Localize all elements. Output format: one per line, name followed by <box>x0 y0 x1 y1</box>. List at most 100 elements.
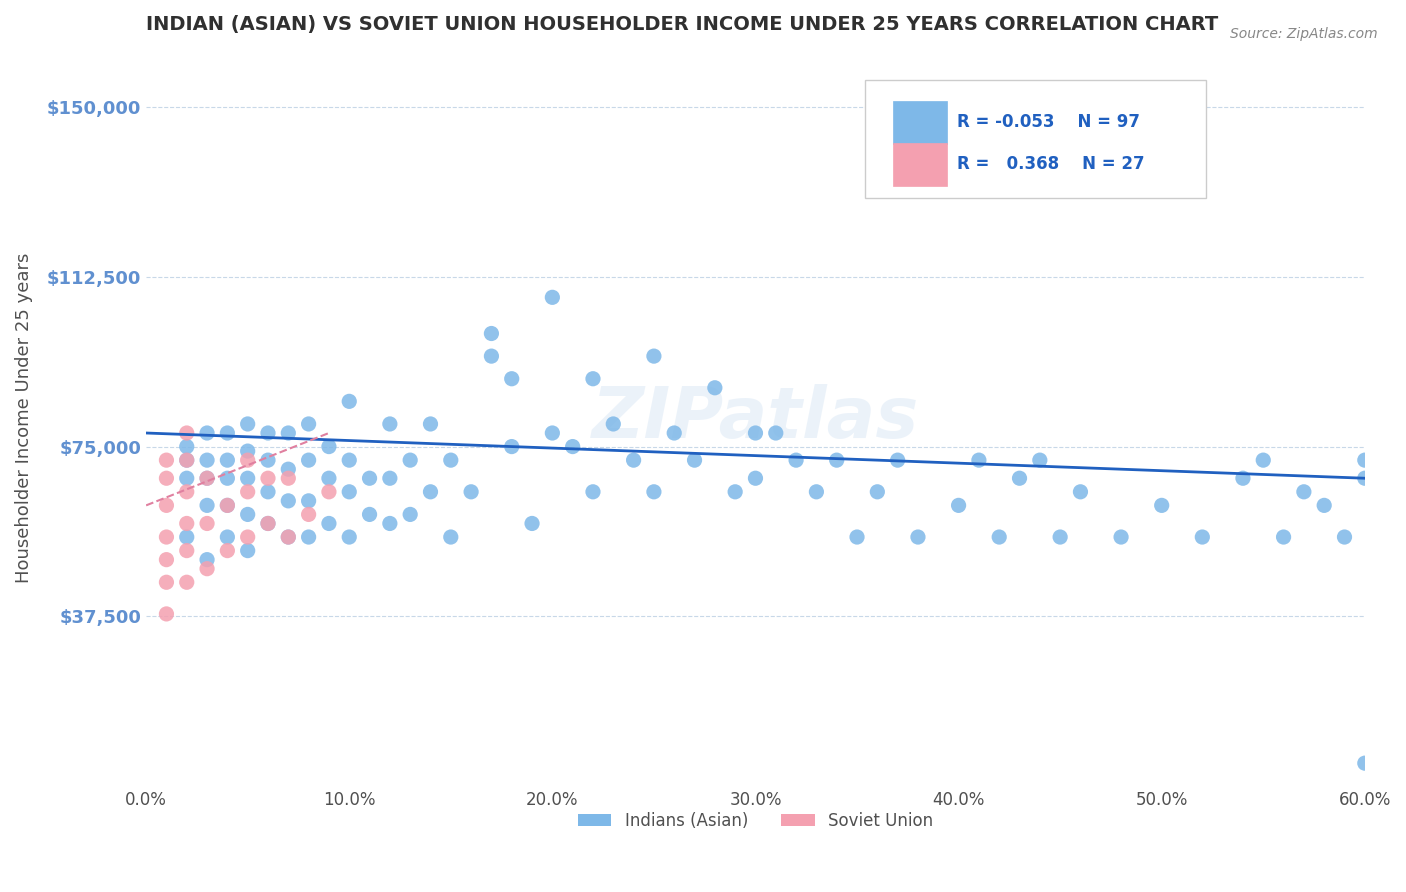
Point <box>236 444 259 458</box>
Point <box>1109 530 1132 544</box>
Point <box>195 562 218 576</box>
Point <box>236 508 259 522</box>
Point <box>277 471 299 485</box>
Point <box>297 453 319 467</box>
Text: Source: ZipAtlas.com: Source: ZipAtlas.com <box>1230 27 1378 41</box>
Point <box>440 530 463 544</box>
Point <box>501 372 523 386</box>
Point <box>582 484 605 499</box>
Point <box>176 453 198 467</box>
Point <box>277 493 299 508</box>
FancyBboxPatch shape <box>865 80 1206 198</box>
Point <box>1251 453 1274 467</box>
Point <box>1029 453 1052 467</box>
Point <box>297 530 319 544</box>
Point <box>806 484 828 499</box>
Point <box>195 425 218 440</box>
Point <box>217 471 239 485</box>
Point <box>176 543 198 558</box>
Point <box>217 499 239 513</box>
Point <box>378 471 401 485</box>
Point <box>155 530 177 544</box>
Point <box>1069 484 1091 499</box>
Point <box>582 372 605 386</box>
Point <box>967 453 990 467</box>
Point <box>744 425 766 440</box>
Point <box>683 453 706 467</box>
Point <box>155 575 177 590</box>
Point <box>155 471 177 485</box>
Point <box>176 484 198 499</box>
Point <box>257 484 280 499</box>
Point <box>643 349 665 363</box>
Point <box>176 516 198 531</box>
Point <box>217 530 239 544</box>
Point <box>257 516 280 531</box>
Point <box>948 499 970 513</box>
Point <box>195 453 218 467</box>
Point <box>236 543 259 558</box>
Point <box>399 453 422 467</box>
Point <box>886 453 908 467</box>
Point <box>318 440 340 454</box>
Point <box>703 381 725 395</box>
Point <box>664 425 686 440</box>
Point <box>195 471 218 485</box>
Point <box>541 290 564 304</box>
Point <box>257 516 280 531</box>
Point <box>1333 530 1355 544</box>
Point <box>318 516 340 531</box>
Point <box>236 530 259 544</box>
Legend: Indians (Asian), Soviet Union: Indians (Asian), Soviet Union <box>571 805 939 836</box>
Point <box>337 530 360 544</box>
Point <box>520 516 543 531</box>
Point <box>277 530 299 544</box>
Point <box>1354 756 1376 771</box>
Point <box>1292 484 1315 499</box>
Point <box>643 484 665 499</box>
Point <box>481 349 503 363</box>
Point <box>378 516 401 531</box>
Point <box>217 543 239 558</box>
Point <box>988 530 1011 544</box>
Point <box>765 425 787 440</box>
Point <box>359 471 381 485</box>
Point <box>907 530 929 544</box>
Point <box>1191 530 1213 544</box>
Point <box>318 484 340 499</box>
Point <box>419 484 441 499</box>
Point <box>541 425 564 440</box>
Point <box>257 453 280 467</box>
Point <box>1008 471 1031 485</box>
Point <box>195 471 218 485</box>
Point <box>217 453 239 467</box>
Point <box>337 453 360 467</box>
Point <box>236 484 259 499</box>
Point <box>460 484 482 499</box>
Point <box>866 484 889 499</box>
Point <box>155 453 177 467</box>
Point <box>236 453 259 467</box>
Point <box>602 417 624 431</box>
Point <box>195 516 218 531</box>
Point <box>176 425 198 440</box>
Point <box>297 417 319 431</box>
Point <box>1272 530 1295 544</box>
Y-axis label: Householder Income Under 25 years: Householder Income Under 25 years <box>15 253 32 583</box>
Point <box>176 471 198 485</box>
Point <box>277 462 299 476</box>
Point <box>257 425 280 440</box>
Point <box>481 326 503 341</box>
Point <box>359 508 381 522</box>
Point <box>1354 453 1376 467</box>
Text: R = -0.053    N = 97: R = -0.053 N = 97 <box>956 113 1139 131</box>
Point <box>195 552 218 566</box>
Point <box>155 552 177 566</box>
Point <box>744 471 766 485</box>
Point <box>623 453 645 467</box>
Point <box>724 484 747 499</box>
Point <box>277 425 299 440</box>
Point <box>419 417 441 431</box>
Point <box>297 493 319 508</box>
Text: INDIAN (ASIAN) VS SOVIET UNION HOUSEHOLDER INCOME UNDER 25 YEARS CORRELATION CHA: INDIAN (ASIAN) VS SOVIET UNION HOUSEHOLD… <box>146 15 1219 34</box>
